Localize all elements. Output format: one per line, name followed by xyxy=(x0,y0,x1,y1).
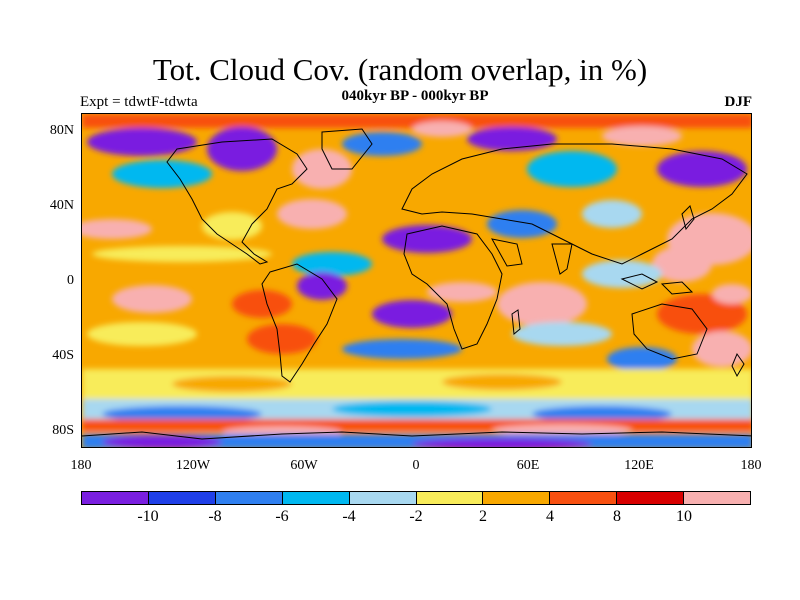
colorbar-label-2: -6 xyxy=(275,508,289,525)
map-subtitle: 040kyr BP - 000kyr BP xyxy=(341,88,489,104)
arabia-outline xyxy=(491,238,523,267)
cloud-cover-map xyxy=(81,113,752,448)
japan-outline xyxy=(681,205,695,231)
colorbar-label-5: 2 xyxy=(479,508,487,525)
lat-tick-40s: 40S xyxy=(52,348,74,363)
lat-tick-40n: 40N xyxy=(49,198,74,213)
antarctica-outline xyxy=(82,431,751,440)
madagascar-outline xyxy=(511,309,521,335)
lon-tick-120w: 120W xyxy=(175,458,211,473)
eurasia-outline xyxy=(401,143,748,265)
lat-tick-80s: 80S xyxy=(52,423,74,438)
coastlines xyxy=(82,128,751,440)
lat-tick-80n: 80N xyxy=(49,123,74,138)
new-guinea-outline xyxy=(660,281,694,295)
africa-outline xyxy=(403,225,503,350)
map-field xyxy=(82,114,751,447)
colorbar-label-6: 4 xyxy=(546,508,554,525)
map-title: Tot. Cloud Cov. (random overlap, in %) xyxy=(152,52,648,87)
colorbar-swatch-8 xyxy=(617,492,685,504)
greenland-outline xyxy=(321,128,373,170)
lon-tick-180w: 180 xyxy=(70,458,92,473)
north-america-outline xyxy=(166,138,308,265)
colorbar-label-7: 8 xyxy=(613,508,621,525)
australia-outline xyxy=(631,303,708,360)
colorbar-swatch-6 xyxy=(483,492,551,504)
indonesia-outline xyxy=(620,273,659,290)
field-patches xyxy=(82,114,751,447)
colorbar-swatch-1 xyxy=(148,492,216,504)
colorbar-swatch-4 xyxy=(349,492,417,504)
colorbar-label-8: 10 xyxy=(676,508,692,525)
lon-tick-0: 0 xyxy=(412,458,420,473)
colorbar-swatch-7 xyxy=(550,492,618,504)
experiment-label: Expt = tdwtF-tdwta xyxy=(80,94,198,110)
lat-tick-0: 0 xyxy=(67,273,74,288)
lon-tick-60w: 60W xyxy=(290,458,318,473)
colorbar-swatch-5 xyxy=(416,492,484,504)
colorbar-swatch-2 xyxy=(215,492,283,504)
colorbar-swatch-9 xyxy=(684,492,751,504)
colorbar-swatch-0 xyxy=(82,492,149,504)
india-outline xyxy=(551,243,573,275)
lon-tick-120e: 120E xyxy=(624,458,654,473)
colorbar-swatch-3 xyxy=(282,492,350,504)
season-label: DJF xyxy=(724,94,753,110)
colorbar-label-0: -10 xyxy=(137,508,159,525)
colorbar xyxy=(81,491,751,505)
colorbar-label-3: -4 xyxy=(342,508,356,525)
colorbar-label-4: -2 xyxy=(409,508,423,525)
lon-tick-180e: 180 xyxy=(740,458,762,473)
south-america-outline xyxy=(261,263,338,383)
new-zealand-outline xyxy=(731,352,745,378)
lon-tick-60e: 60E xyxy=(516,458,540,473)
colorbar-label-1: -8 xyxy=(208,508,222,525)
